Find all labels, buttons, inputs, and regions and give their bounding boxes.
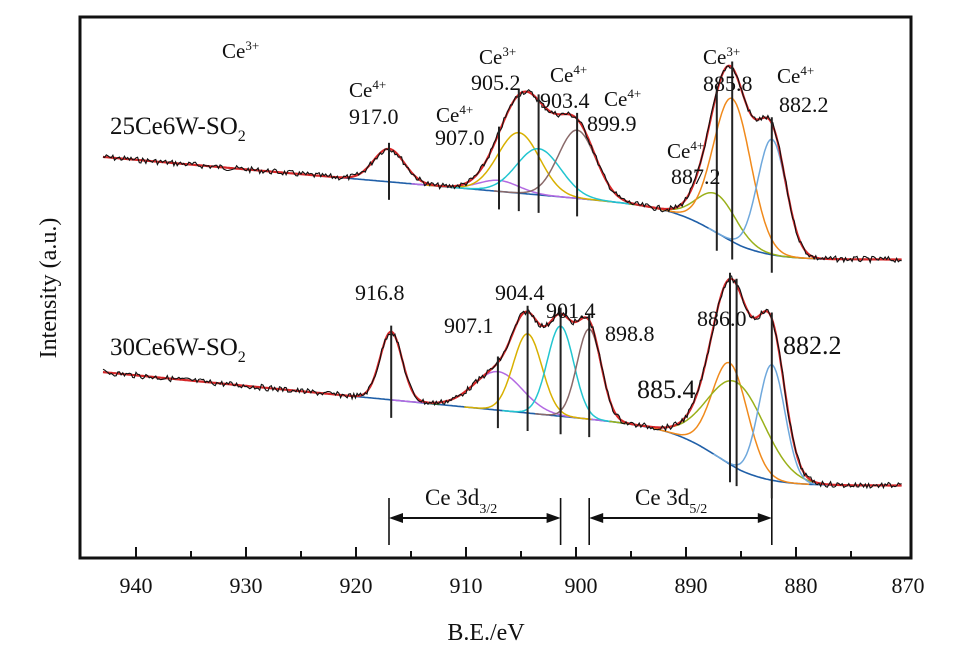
state-label: Ce3+ <box>222 38 259 63</box>
plot-frame <box>78 15 913 560</box>
peak-label: 916.8 <box>355 280 405 305</box>
state-label: Ce4+ <box>349 77 386 102</box>
x-axis-label: B.E./eV <box>447 620 525 646</box>
region-brackets <box>388 498 773 545</box>
region-label-3d52: Ce 3d5/2 <box>635 485 707 517</box>
raw-data <box>102 65 902 265</box>
sample-label-25ce6w: 25Ce6W-SO2 <box>110 113 246 145</box>
peak-label: 885.4 <box>637 375 696 404</box>
x-axis-ticks <box>135 547 852 558</box>
peak-labels-25ce6w: 917.0 907.0 905.2 903.4 899.9 887.2 885.… <box>349 70 829 189</box>
y-axis-label: Intensity (a.u.) <box>36 218 62 359</box>
background-curve <box>102 371 902 487</box>
state-annotations: Ce3+ Ce4+ Ce4+ Ce3+ Ce4+ Ce4+ Ce4+ Ce3+ … <box>222 38 814 163</box>
peak-markers <box>388 61 773 499</box>
peak-label: 887.2 <box>671 164 721 189</box>
state-label: Ce3+ <box>703 44 740 69</box>
peak-label: 882.2 <box>779 92 829 117</box>
peak-label: 905.2 <box>471 70 521 95</box>
peak-label: 904.4 <box>495 280 545 305</box>
region-label-3d32: Ce 3d3/2 <box>425 485 497 517</box>
x-tick-label: 930 <box>230 573 263 598</box>
peak-label: 901.4 <box>546 298 596 323</box>
state-label: Ce4+ <box>777 63 814 88</box>
background-curve <box>102 156 902 261</box>
state-label: Ce3+ <box>479 44 516 69</box>
state-label: Ce4+ <box>667 138 704 163</box>
region-labels: Ce 3d3/2 Ce 3d5/2 <box>425 485 707 517</box>
x-tick-label: 920 <box>340 573 373 598</box>
peak-label: 907.1 <box>444 313 494 338</box>
peak-labels-30ce6w: 916.8 907.1 904.4 901.4 898.8 886.0 885.… <box>355 280 842 404</box>
arrowhead-left <box>389 513 403 523</box>
envelope-fit <box>102 277 902 487</box>
peak-label: 899.9 <box>587 111 637 136</box>
arrowhead-right <box>757 513 772 523</box>
sample-label-30ce6w: 30Ce6W-SO2 <box>110 334 246 366</box>
x-tick-label: 890 <box>675 573 708 598</box>
x-tick-label: 910 <box>450 573 483 598</box>
raw-data <box>102 275 902 490</box>
peak-label: 917.0 <box>349 104 399 129</box>
x-tick-labels: 940 930 920 910 900 890 880 870 <box>120 573 925 598</box>
x-tick-label: 900 <box>565 573 598 598</box>
arrowhead-right <box>546 513 561 523</box>
peak-label: 898.8 <box>605 321 655 346</box>
x-tick-label: 940 <box>120 573 153 598</box>
peak-label: 907.0 <box>435 125 485 150</box>
peak-label: 886.0 <box>697 306 747 331</box>
x-tick-label: 870 <box>892 573 925 598</box>
peak-label: 885.8 <box>703 71 753 96</box>
state-label: Ce4+ <box>550 62 587 87</box>
state-label: Ce4+ <box>604 86 641 111</box>
peak-label: 903.4 <box>540 88 590 113</box>
state-label: Ce4+ <box>436 102 473 127</box>
x-tick-label: 880 <box>785 573 818 598</box>
peak-label: 882.2 <box>783 331 842 360</box>
arrowhead-left <box>589 513 604 523</box>
